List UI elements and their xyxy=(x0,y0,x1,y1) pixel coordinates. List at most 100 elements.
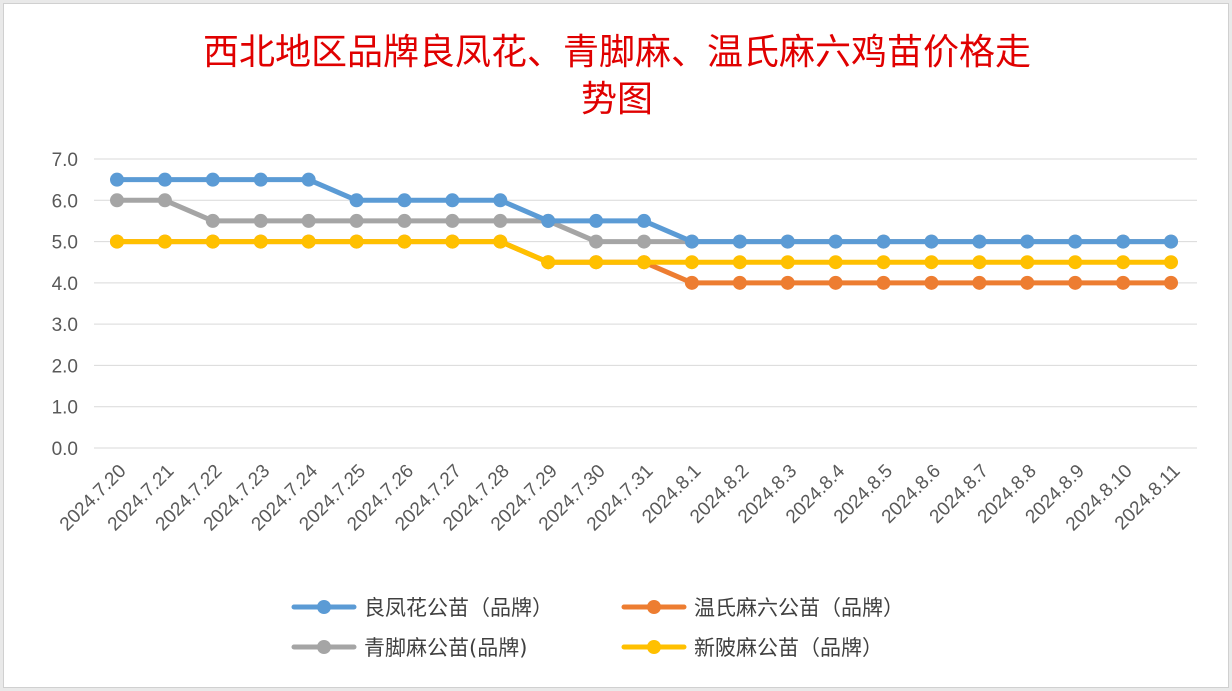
legend-item: 新陂麻公苗（品牌） xyxy=(621,636,883,660)
x-axis-ticks: 2024.7.202024.7.212024.7.222024.7.232024… xyxy=(56,460,1185,535)
data-point xyxy=(1164,234,1178,249)
data-point xyxy=(1020,275,1035,290)
legend: 良凤花公苗（品牌） 温氏麻六公苗（品牌） 青脚麻公苗(品牌) 新陂麻公苗（品牌） xyxy=(291,596,904,660)
data-point xyxy=(589,213,604,228)
data-point xyxy=(684,275,699,290)
y-axis-ticks: 0.0 1.0 2.0 3.0 4.0 5.0 6.0 7.0 xyxy=(52,150,78,460)
legend-label: 良凤花公苗（品牌） xyxy=(364,596,553,620)
data-point xyxy=(1116,255,1131,270)
legend-item: 温氏麻六公苗（品牌） xyxy=(621,596,904,620)
data-point xyxy=(1068,255,1083,270)
y-tick-label: 4.0 xyxy=(52,274,78,295)
data-point xyxy=(445,234,460,249)
data-point xyxy=(876,234,891,249)
data-point xyxy=(1116,275,1131,290)
series xyxy=(110,234,1178,270)
data-point xyxy=(205,234,220,249)
data-point xyxy=(1068,275,1083,290)
chart-area: 西北地区品牌良凤花、青脚麻、温氏麻六鸡苗价格走 势图 0.0 1.0 2.0 3.0 4… xyxy=(3,3,1229,688)
data-point xyxy=(110,234,124,249)
y-tick-label: 1.0 xyxy=(52,398,78,419)
data-point xyxy=(541,213,556,228)
data-point xyxy=(1164,255,1178,270)
data-point xyxy=(828,275,843,290)
data-point xyxy=(876,255,891,270)
data-point xyxy=(589,255,604,270)
y-tick-label: 2.0 xyxy=(52,356,78,377)
data-point xyxy=(301,213,316,228)
data-point xyxy=(301,234,316,249)
legend-item: 青脚麻公苗(品牌) xyxy=(291,636,527,660)
data-point xyxy=(397,213,412,228)
data-point xyxy=(732,255,747,270)
data-point xyxy=(828,255,843,270)
y-tick-label: 7.0 xyxy=(52,150,78,171)
data-point xyxy=(972,234,987,249)
legend-swatch-marker xyxy=(647,600,661,614)
data-point xyxy=(253,234,268,249)
data-point xyxy=(924,275,939,290)
data-point xyxy=(541,255,556,270)
legend-label: 新陂麻公苗（品牌） xyxy=(694,636,883,660)
data-point xyxy=(732,234,747,249)
data-point xyxy=(397,193,412,208)
data-point xyxy=(780,255,795,270)
legend-label: 温氏麻六公苗（品牌） xyxy=(694,596,904,620)
data-point xyxy=(876,275,891,290)
data-point xyxy=(349,213,364,228)
data-point xyxy=(972,275,987,290)
data-point xyxy=(205,213,220,228)
data-point xyxy=(397,234,412,249)
data-point xyxy=(445,213,460,228)
data-point xyxy=(1164,275,1178,290)
line-chart: 西北地区品牌良凤花、青脚麻、温氏麻六鸡苗价格走 势图 0.0 1.0 2.0 3.0 4… xyxy=(52,32,1197,660)
data-point xyxy=(157,193,172,208)
legend-swatch-marker xyxy=(317,640,331,654)
data-point xyxy=(253,213,268,228)
data-point xyxy=(637,213,651,228)
data-point xyxy=(732,275,747,290)
data-point xyxy=(684,255,699,270)
y-tick-label: 0.0 xyxy=(52,439,78,460)
data-point xyxy=(828,234,843,249)
data-point xyxy=(637,234,651,249)
data-point xyxy=(110,193,124,208)
data-point xyxy=(684,234,699,249)
data-point xyxy=(493,193,508,208)
series xyxy=(110,172,1178,249)
series-lines xyxy=(110,172,1178,290)
y-tick-label: 5.0 xyxy=(52,233,78,254)
legend-swatch-marker xyxy=(647,640,661,654)
data-point xyxy=(1020,234,1035,249)
y-tick-label: 6.0 xyxy=(52,191,78,212)
data-point xyxy=(445,193,460,208)
data-point xyxy=(301,172,316,187)
gridlines xyxy=(94,158,1197,449)
data-point xyxy=(1020,255,1035,270)
legend-label: 青脚麻公苗(品牌) xyxy=(364,636,527,660)
data-point xyxy=(780,275,795,290)
chart-title-line-2: 势图 xyxy=(581,79,653,120)
data-point xyxy=(972,255,987,270)
chart-title-line-1: 西北地区品牌良凤花、青脚麻、温氏麻六鸡苗价格走 xyxy=(203,32,1031,73)
data-point xyxy=(637,255,651,270)
data-point xyxy=(1116,234,1131,249)
data-point xyxy=(157,234,172,249)
data-point xyxy=(349,234,364,249)
legend-item: 良凤花公苗（品牌） xyxy=(291,596,553,620)
data-point xyxy=(924,255,939,270)
data-point xyxy=(1068,234,1083,249)
data-point xyxy=(253,172,268,187)
data-point xyxy=(493,234,508,249)
data-point xyxy=(205,172,220,187)
data-point xyxy=(157,172,172,187)
y-tick-label: 3.0 xyxy=(52,315,78,336)
series-line xyxy=(114,177,1174,245)
data-point xyxy=(349,193,364,208)
data-point xyxy=(110,172,124,187)
data-point xyxy=(493,213,508,228)
legend-swatch-marker xyxy=(317,600,331,614)
data-point xyxy=(589,234,604,249)
data-point xyxy=(780,234,795,249)
data-point xyxy=(924,234,939,249)
